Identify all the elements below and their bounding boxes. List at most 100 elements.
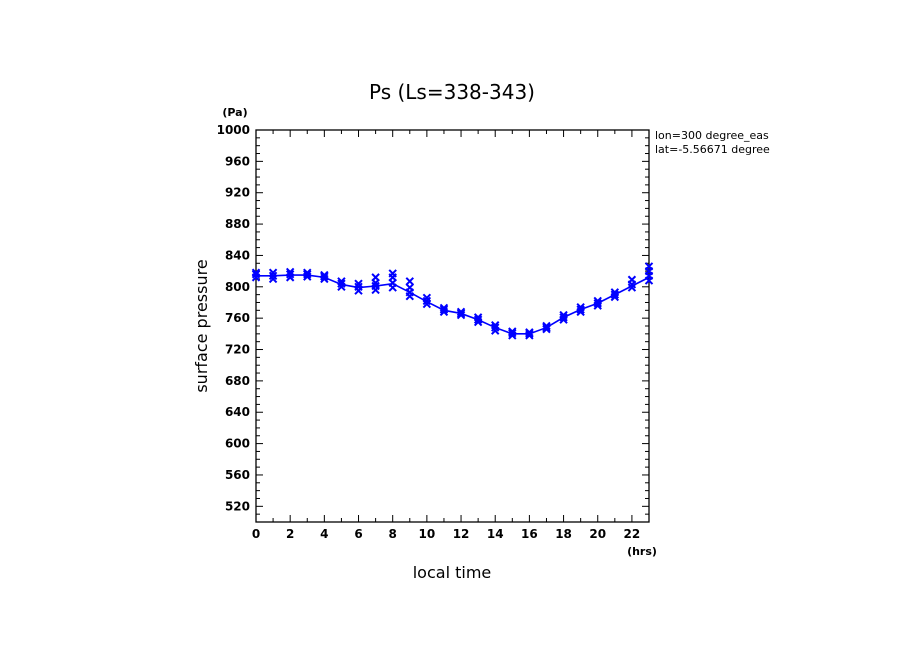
series-line	[256, 274, 650, 335]
data-point-marker	[337, 279, 346, 288]
data-point-marker	[491, 321, 500, 330]
data-point-marker	[251, 270, 261, 279]
x-tick-label: 12	[453, 527, 470, 541]
marker-stroke	[337, 277, 346, 286]
x-tick-label: 6	[354, 527, 362, 541]
data-point-marker	[456, 309, 466, 318]
marker-stroke	[405, 283, 414, 292]
marker-stroke	[371, 273, 380, 282]
x-tick-label: 14	[487, 527, 504, 541]
data-point-marker	[285, 267, 295, 277]
data-point-marker	[456, 307, 466, 317]
marker-stroke	[525, 328, 534, 337]
x-tick-label: 2	[286, 527, 294, 541]
data-point-marker	[525, 329, 534, 339]
y-tick-label: 840	[225, 248, 250, 262]
marker-stroke	[610, 290, 620, 299]
data-point-marker	[320, 270, 329, 280]
marker-stroke	[559, 310, 568, 320]
y-tick-label: 760	[225, 311, 250, 325]
data-point-marker	[268, 274, 278, 284]
data-layer	[251, 262, 654, 340]
data-point-marker	[422, 296, 432, 306]
marker-stroke	[456, 310, 466, 320]
marker-stroke	[627, 283, 637, 292]
data-point-marker	[559, 310, 568, 320]
y-tick-label: 680	[225, 374, 250, 388]
marker-stroke	[303, 268, 312, 277]
x-axis-unit: (hrs)	[627, 545, 657, 558]
data-point-marker	[439, 305, 449, 314]
marker-stroke	[354, 282, 363, 292]
data-point-marker	[285, 270, 295, 279]
data-point-marker	[473, 315, 483, 324]
y-tick-label: 600	[225, 437, 250, 451]
y-tick-label: 640	[225, 405, 250, 419]
marker-stroke	[285, 270, 295, 279]
y-tick-label: 520	[225, 499, 250, 513]
x-axis-title: local time	[413, 563, 492, 582]
data-point-marker	[593, 299, 602, 308]
marker-stroke	[388, 269, 397, 278]
data-point-marker	[508, 328, 517, 338]
data-point-marker	[320, 272, 329, 281]
data-point-marker	[456, 310, 466, 320]
data-point-marker	[354, 282, 363, 292]
data-point-marker	[542, 321, 551, 331]
marker-stroke	[542, 324, 551, 334]
marker-stroke	[251, 270, 261, 279]
marker-stroke	[456, 309, 466, 318]
marker-stroke	[439, 305, 449, 314]
data-point-marker	[354, 279, 363, 288]
data-point-marker	[491, 323, 500, 332]
marker-stroke	[508, 328, 517, 338]
marker-stroke	[576, 302, 585, 312]
marker-stroke	[491, 323, 500, 332]
chart-title: Ps (Ls=338-343)	[369, 80, 535, 104]
marker-stroke	[525, 331, 534, 340]
marker-stroke	[405, 277, 414, 286]
marker-stroke	[268, 271, 278, 281]
marker-stroke	[610, 288, 620, 297]
x-tick-label: 18	[555, 527, 572, 541]
data-point-marker	[610, 288, 620, 297]
marker-stroke	[473, 315, 483, 324]
marker-stroke	[285, 267, 295, 277]
marker-stroke	[627, 275, 637, 284]
y-tick-label: 920	[225, 186, 250, 200]
data-point-marker	[303, 268, 312, 277]
y-tick-label: 720	[225, 343, 250, 357]
marker-stroke	[542, 321, 551, 331]
data-point-marker	[542, 324, 551, 334]
data-point-marker	[610, 290, 620, 299]
data-point-marker	[268, 268, 278, 277]
y-tick-label: 880	[225, 217, 250, 231]
marker-stroke	[422, 299, 432, 309]
data-point-marker	[388, 269, 397, 278]
data-point-marker	[405, 277, 414, 286]
data-point-marker	[303, 270, 312, 279]
y-axis-title: surface pressure	[192, 259, 211, 392]
marker-stroke	[303, 270, 312, 279]
data-point-marker	[525, 328, 534, 337]
y-tick-label: 960	[225, 154, 250, 168]
data-point-marker	[422, 299, 432, 309]
data-point-marker	[473, 313, 483, 322]
marker-stroke	[439, 303, 449, 313]
data-point-marker	[508, 327, 517, 336]
marker-stroke	[268, 274, 278, 284]
x-tick-label: 10	[419, 527, 436, 541]
marker-stroke	[559, 313, 568, 322]
x-tick-label: 4	[320, 527, 328, 541]
data-point-marker	[525, 331, 534, 340]
marker-stroke	[593, 296, 602, 306]
y-axis-unit: (Pa)	[222, 106, 247, 119]
marker-stroke	[508, 327, 517, 336]
marker-stroke	[422, 293, 432, 302]
data-point-marker	[627, 275, 637, 284]
data-point-marker	[644, 262, 654, 271]
marker-stroke	[354, 279, 363, 288]
data-point-marker	[576, 305, 585, 314]
data-point-marker	[422, 293, 432, 302]
